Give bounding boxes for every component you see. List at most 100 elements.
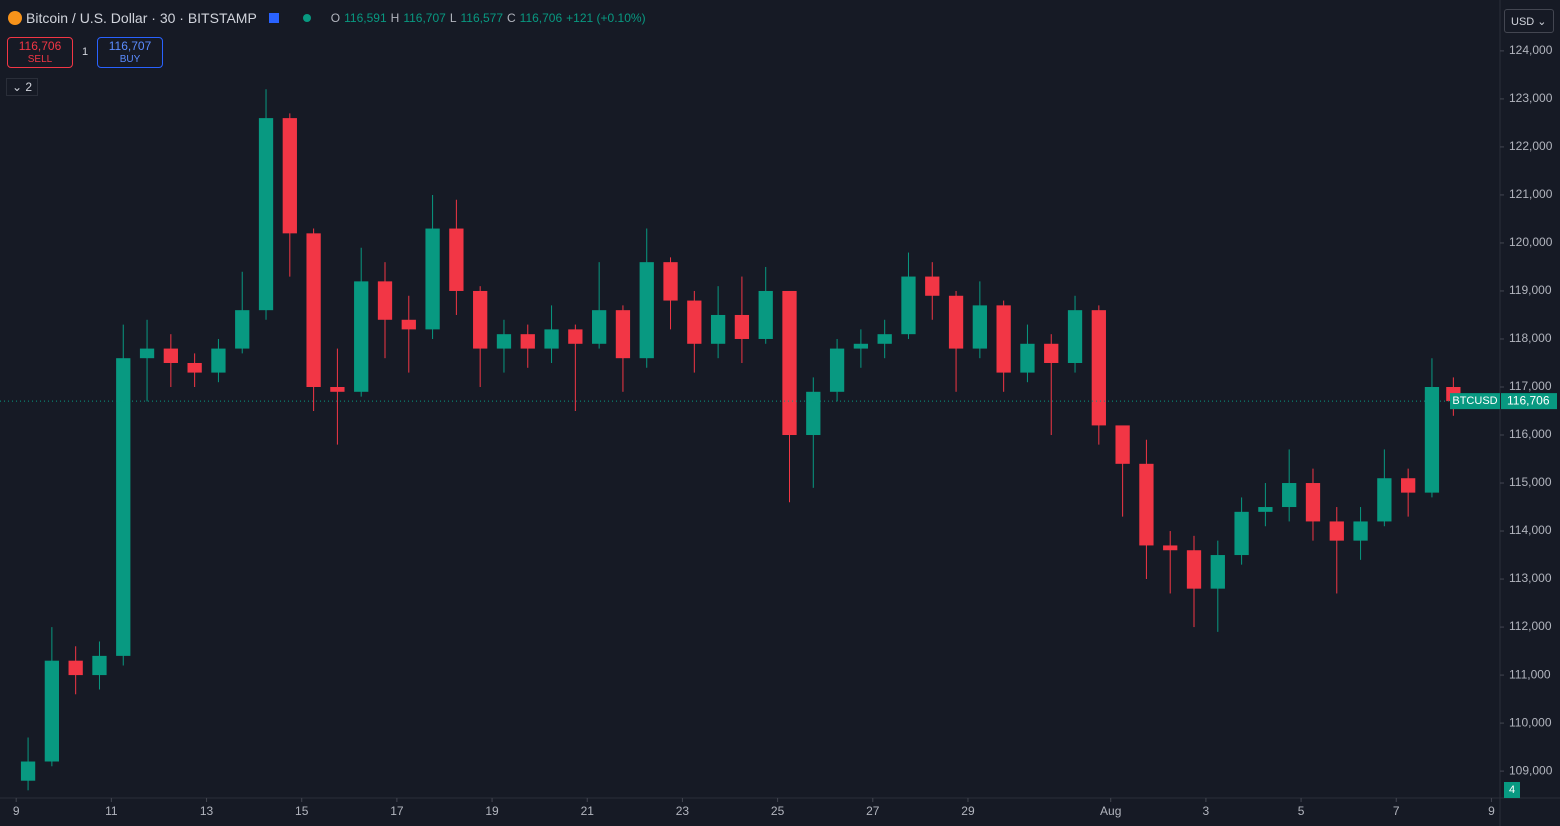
candle-body	[116, 358, 131, 656]
candle-body	[1234, 511, 1249, 556]
candle-body	[1067, 310, 1083, 363]
candle-body	[877, 334, 892, 344]
x-tick-label: 7	[1393, 804, 1400, 818]
y-tick-label: 114,000	[1509, 523, 1552, 537]
x-tick-label: 23	[676, 804, 690, 818]
candle-body	[1163, 545, 1178, 551]
candle-body	[996, 305, 1011, 373]
candle-body	[44, 660, 60, 762]
candle-body	[782, 290, 797, 436]
l: 116,577	[460, 11, 504, 25]
o: 116,591	[344, 11, 387, 25]
y-tick-label: 122,000	[1509, 139, 1553, 153]
c-label: C	[507, 11, 516, 25]
x-tick-label: 11	[105, 804, 118, 818]
candle-body	[710, 314, 726, 344]
candle-body	[687, 300, 702, 344]
candle-body	[235, 310, 250, 349]
candle-body	[401, 319, 416, 330]
candle-body	[258, 118, 274, 311]
candle-body	[734, 314, 750, 339]
candle-body	[1424, 386, 1440, 493]
o-label: O	[330, 11, 341, 25]
candle-body	[806, 391, 821, 436]
y-tick-label: 115,000	[1509, 475, 1552, 489]
x-tick-label: 19	[485, 804, 499, 818]
buy-button[interactable]: 116,707 BUY	[97, 37, 163, 68]
indicator-toggle[interactable]: ⌄ 2	[6, 78, 39, 96]
y-tick-label: 123,000	[1509, 91, 1553, 105]
x-tick-label: 3	[1203, 804, 1210, 818]
candle-body	[1091, 310, 1106, 426]
status	[302, 14, 311, 22]
buy-label: BUY	[119, 54, 141, 65]
candle-body	[592, 310, 607, 344]
candle-body	[1020, 343, 1035, 373]
candle-body	[306, 233, 321, 387]
y-tick-label: 112,000	[1509, 619, 1552, 633]
candle-body	[1139, 463, 1154, 546]
change: +121 (+0.10%)	[566, 11, 646, 25]
candle-body	[615, 310, 631, 359]
symbol-tag: BTCUSD	[1452, 395, 1497, 407]
sell-label: SELL	[27, 54, 53, 65]
candle-body	[330, 386, 345, 392]
candle-body	[1258, 507, 1273, 512]
candle-body	[972, 305, 987, 349]
sell-button[interactable]: 116,706 SELL	[7, 37, 73, 68]
candle-body	[354, 281, 369, 392]
candle-body	[639, 262, 654, 359]
candle-body	[1186, 550, 1202, 589]
symbol-tag-bg	[1450, 393, 1500, 410]
y-tick-label: 117,000	[1509, 379, 1552, 393]
x-tick-label: 13	[200, 804, 214, 818]
x-tick-label: 9	[13, 804, 20, 818]
l-label: L	[449, 11, 457, 25]
y-tick-label: 118,000	[1509, 331, 1552, 345]
candle-body	[211, 348, 226, 373]
candle-body	[163, 348, 178, 363]
y-tick-label: 121,000	[1509, 187, 1553, 201]
candle-body	[282, 118, 297, 234]
candle-body	[758, 290, 773, 339]
x-tick-label: 25	[771, 804, 785, 818]
x-tick-label: 5	[1298, 804, 1305, 818]
candle-body	[449, 228, 464, 291]
symbol[interactable]: Bitcoin / U.S. Dollar · 30 · BITSTAMP	[26, 10, 257, 26]
h: 116,707	[403, 11, 446, 25]
candle-body	[187, 362, 202, 373]
qty[interactable]: 1	[82, 46, 89, 58]
candle-body	[1353, 521, 1368, 541]
buy-price: 116,707	[108, 39, 152, 53]
candle-body	[92, 655, 107, 676]
candle-body	[1210, 555, 1225, 589]
candle-body	[1329, 521, 1344, 541]
y-tick-label: 111,000	[1509, 667, 1551, 681]
candle-body	[425, 228, 440, 330]
x-tick-label: 9	[1488, 804, 1495, 818]
candle-body	[20, 761, 36, 781]
y-tick-label: 110,000	[1509, 715, 1552, 729]
flag[interactable]	[268, 13, 279, 23]
currency-select[interactable]: USD ⌄	[1504, 9, 1554, 33]
candle-body	[496, 334, 512, 349]
candle-body	[1305, 483, 1321, 522]
candle-body	[1282, 483, 1297, 508]
candle-body	[544, 329, 559, 349]
price-tag-bg	[1501, 393, 1557, 410]
candle-body	[901, 276, 916, 335]
candle-body	[568, 329, 583, 344]
candle-body	[1044, 343, 1059, 363]
y-tick-label: 119,000	[1509, 283, 1552, 297]
h-label: H	[390, 11, 400, 25]
c: 116,706	[519, 11, 563, 25]
y-tick-label: 109,000	[1509, 763, 1553, 777]
y-tick-label: 124,000	[1509, 43, 1553, 57]
candle-body	[925, 276, 940, 296]
coin-icon	[8, 11, 22, 25]
indicator-count: 2	[25, 80, 33, 94]
candle-body	[473, 290, 488, 349]
